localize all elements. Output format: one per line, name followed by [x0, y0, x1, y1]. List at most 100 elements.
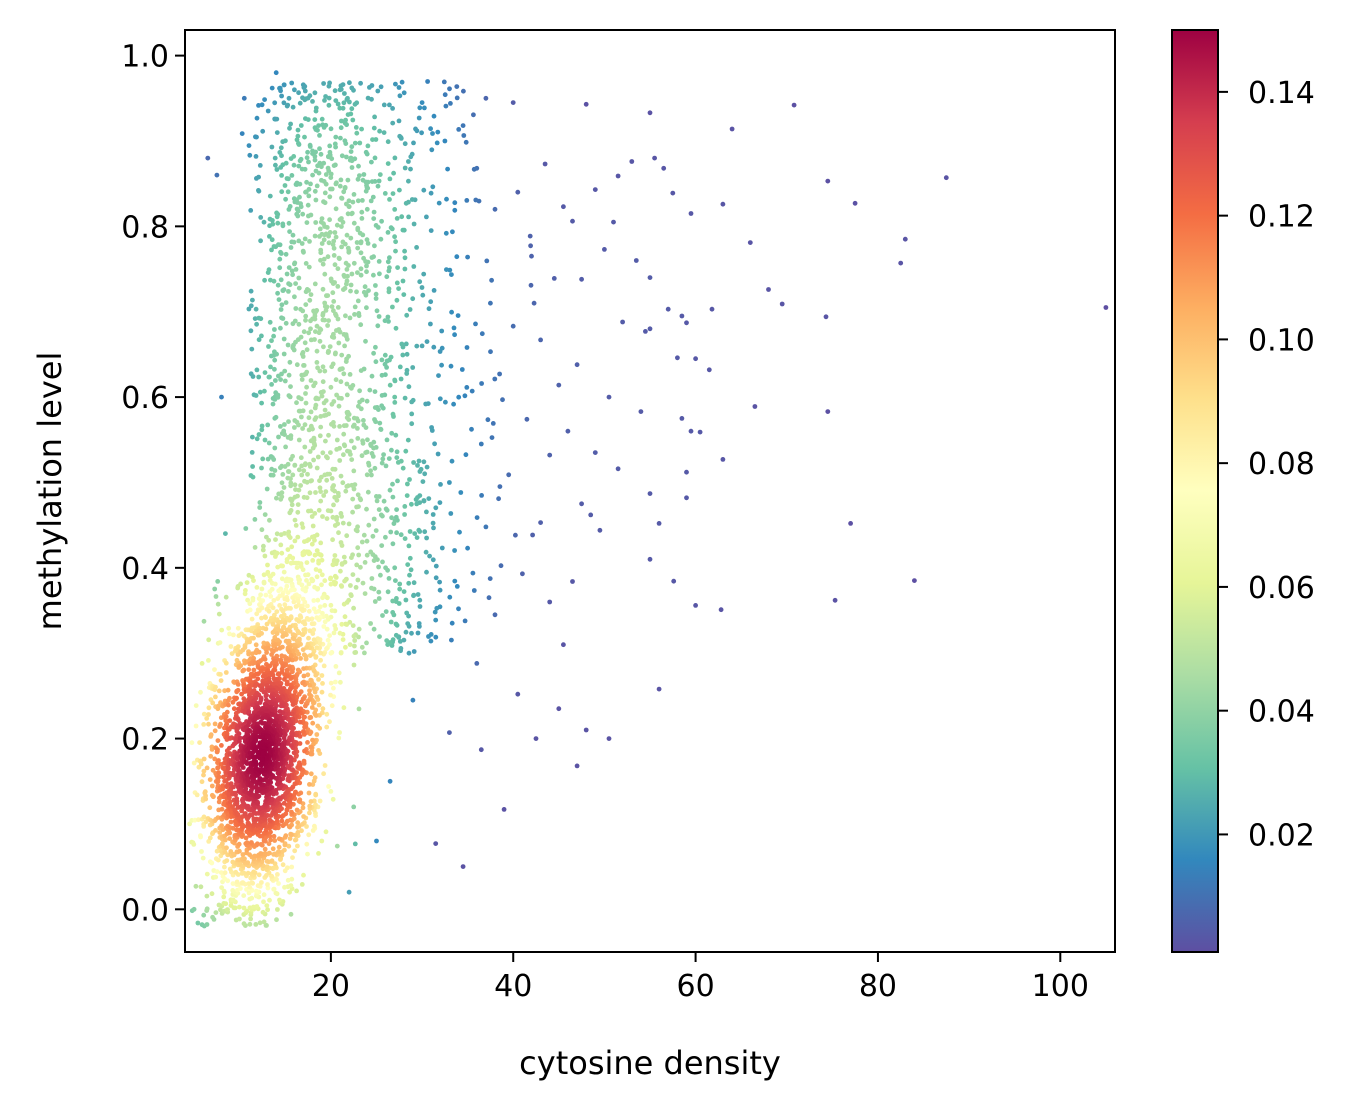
- data-point: [449, 620, 455, 626]
- data-point: [209, 747, 215, 752]
- data-point: [283, 657, 289, 662]
- data-point: [339, 514, 344, 519]
- data-point: [212, 586, 218, 592]
- data-point: [304, 841, 310, 847]
- data-point: [298, 455, 304, 461]
- data-point: [322, 200, 328, 206]
- data-point: [319, 164, 324, 170]
- data-point: [266, 608, 272, 614]
- data-point: [256, 174, 261, 180]
- data-point: [439, 362, 444, 368]
- data-point: [823, 314, 829, 320]
- data-point: [317, 226, 323, 232]
- data-point: [606, 736, 612, 741]
- data-point: [371, 626, 377, 632]
- data-point: [443, 230, 449, 236]
- data-point: [336, 493, 341, 499]
- data-point: [423, 549, 429, 555]
- data-point: [374, 498, 380, 504]
- data-point: [351, 445, 357, 451]
- data-point: [313, 490, 318, 495]
- data-point: [254, 611, 260, 617]
- data-point: [394, 596, 399, 601]
- data-point: [358, 322, 364, 328]
- data-point: [497, 484, 503, 489]
- data-point: [277, 645, 283, 651]
- data-point: [656, 686, 662, 692]
- data-point: [247, 607, 253, 613]
- data-point: [331, 308, 336, 314]
- data-point: [310, 631, 316, 636]
- data-point: [433, 575, 439, 581]
- data-point: [227, 718, 233, 723]
- data-point: [264, 778, 270, 784]
- data-point: [415, 463, 420, 468]
- data-point: [317, 478, 322, 484]
- data-point: [217, 830, 223, 835]
- data-point: [282, 620, 288, 626]
- data-point: [275, 907, 280, 912]
- data-point: [442, 92, 448, 98]
- data-point: [331, 558, 337, 564]
- data-point: [426, 634, 431, 639]
- data-point: [416, 115, 422, 121]
- data-point: [852, 200, 858, 206]
- data-point: [490, 421, 496, 426]
- x-tick-label: 20: [312, 969, 350, 1004]
- data-point: [241, 95, 247, 101]
- data-point: [204, 922, 210, 927]
- data-point: [392, 155, 398, 161]
- data-point: [333, 181, 339, 187]
- data-point: [416, 527, 422, 533]
- data-point: [355, 492, 361, 498]
- data-point: [338, 679, 343, 685]
- data-point: [302, 166, 308, 172]
- data-point: [280, 823, 286, 829]
- data-point: [262, 437, 268, 443]
- data-point: [402, 395, 408, 401]
- x-axis-label: cytosine density: [519, 1044, 781, 1082]
- data-point: [381, 102, 387, 108]
- data-point: [301, 715, 307, 720]
- data-point: [370, 137, 375, 143]
- data-point: [253, 306, 259, 312]
- data-point: [271, 457, 277, 462]
- data-point: [339, 352, 345, 358]
- data-point: [399, 341, 405, 347]
- data-point: [292, 689, 298, 695]
- data-point: [747, 240, 753, 246]
- data-point: [697, 429, 703, 435]
- data-point: [359, 539, 365, 545]
- data-point: [428, 321, 433, 327]
- data-point: [267, 517, 272, 523]
- data-point: [317, 798, 323, 804]
- data-point: [235, 717, 241, 723]
- data-point: [433, 505, 439, 511]
- data-point: [255, 799, 260, 805]
- data-point: [193, 883, 199, 889]
- data-point: [706, 367, 712, 373]
- data-point: [272, 357, 278, 363]
- x-tick-label: 40: [494, 969, 532, 1004]
- data-point: [414, 535, 420, 540]
- data-point: [328, 175, 334, 181]
- data-point: [325, 455, 330, 461]
- data-point: [321, 389, 326, 394]
- data-point: [295, 502, 301, 507]
- data-point: [283, 138, 288, 144]
- data-point: [288, 436, 294, 441]
- data-point: [433, 617, 439, 623]
- data-point: [442, 138, 448, 144]
- data-point: [489, 435, 495, 440]
- data-point: [266, 537, 272, 543]
- data-point: [371, 516, 377, 522]
- data-point: [300, 211, 306, 217]
- data-point: [379, 460, 385, 466]
- data-point: [376, 564, 381, 570]
- data-point: [355, 245, 361, 251]
- data-point: [307, 803, 313, 809]
- data-point: [325, 350, 331, 355]
- data-point: [421, 459, 427, 465]
- data-point: [281, 569, 287, 575]
- data-point: [283, 606, 289, 611]
